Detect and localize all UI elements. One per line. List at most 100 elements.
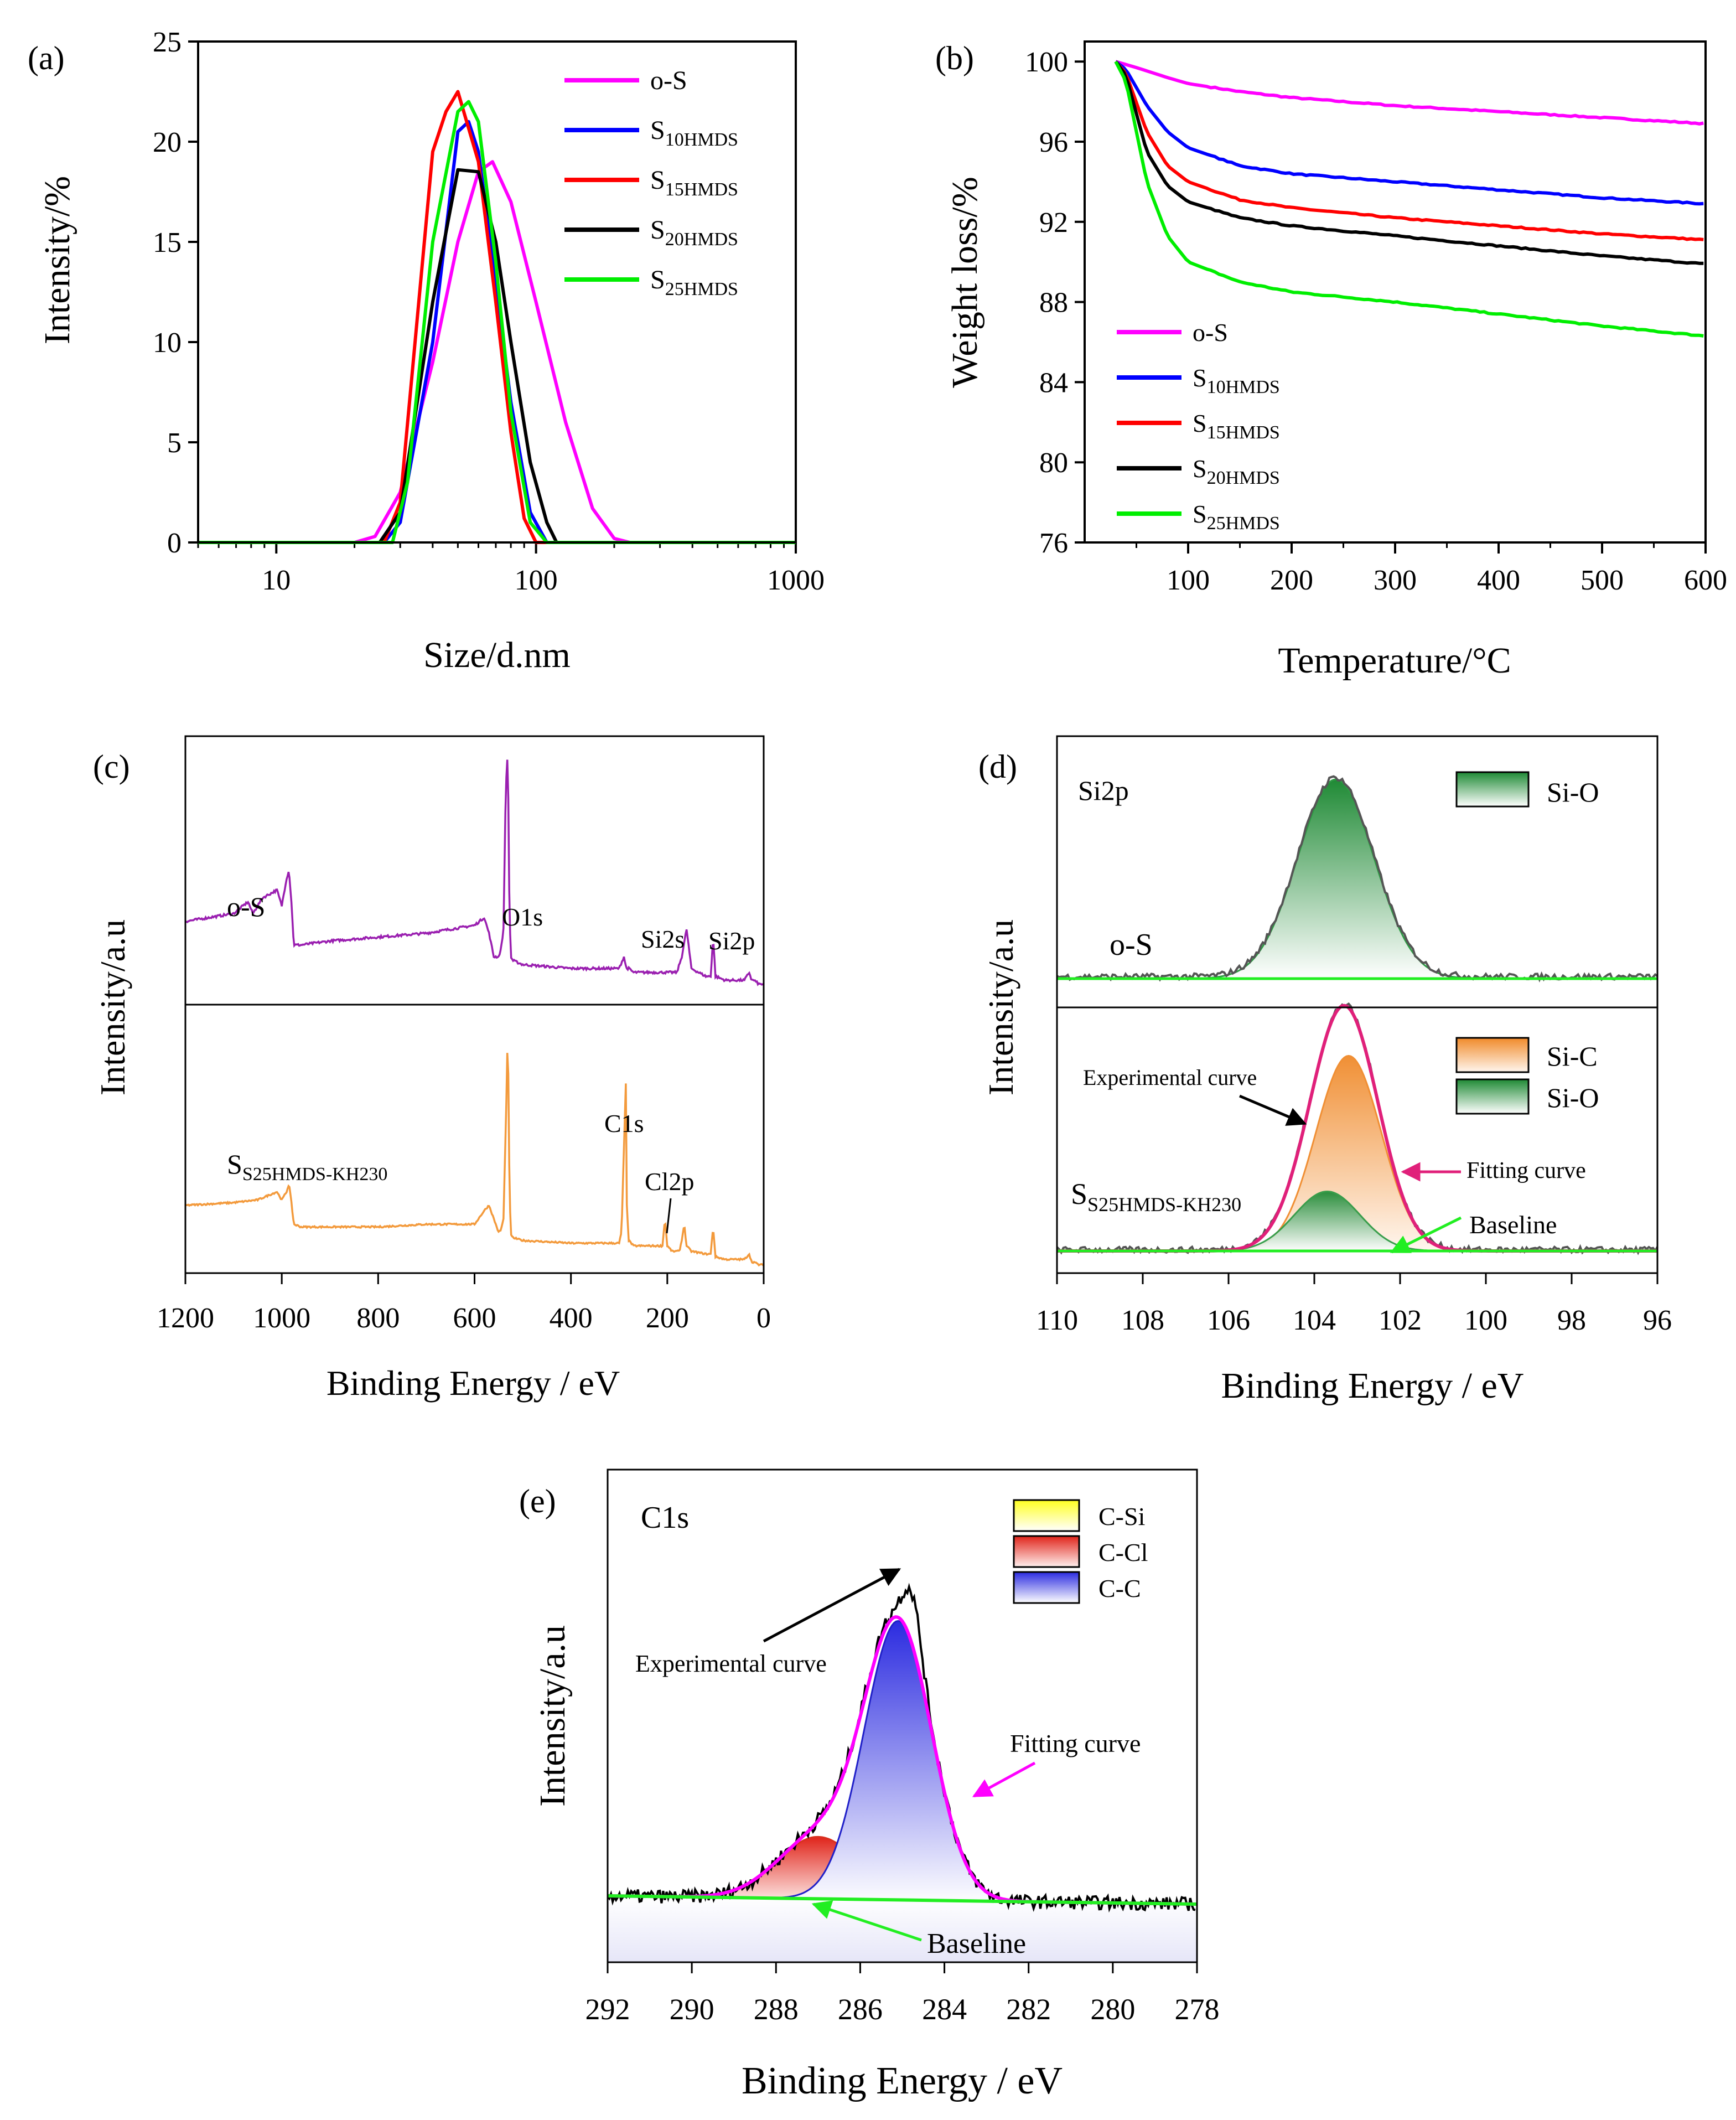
xtick-label: 98 [1557, 1305, 1586, 1336]
xtick-label: 400 [550, 1302, 593, 1334]
xtick-label: 110 [1036, 1305, 1078, 1336]
series-line-S25HMDS [1114, 60, 1704, 338]
panel-e-ylabel: Intensity/a.u [532, 1625, 573, 1807]
series-line-S20HMDS [198, 168, 796, 544]
legend-label: S25HMDS [1193, 500, 1280, 534]
panel-e-label-fitting: Fitting curve [1010, 1729, 1141, 1757]
xtick-label: 200 [646, 1302, 689, 1334]
series-line-S25HMDS [198, 100, 796, 544]
panel-d-legend-sio2-label: Si-O [1547, 1082, 1599, 1113]
ytick-label: 15 [153, 227, 182, 258]
panel-c-label-o1s: O1s [502, 903, 543, 931]
panel-a-xlabel: Size/d.nm [423, 635, 571, 675]
legend-label: S20HMDS [650, 215, 738, 250]
panel-d-s25-sub: S25HMDS-KH230 [1087, 1193, 1241, 1216]
series-line-S15HMDS [1114, 60, 1704, 241]
xtick-label: 400 [1477, 565, 1520, 596]
xtick-label: 300 [1374, 565, 1417, 596]
legend-label: S10HMDS [1193, 364, 1280, 397]
xtick-label: 600 [453, 1302, 496, 1334]
panel-a-series [198, 90, 796, 544]
ytick-label: 80 [1039, 447, 1068, 479]
ytick-label: 25 [153, 27, 182, 58]
legend-subscript: 25HMDS [1207, 513, 1280, 534]
panel-d-legend-sio2-swatch [1455, 1078, 1530, 1115]
xtick-label: 282 [1006, 1993, 1051, 2026]
panel-d-label-os: o-S [1110, 928, 1153, 962]
ytick-label: 92 [1039, 207, 1068, 239]
xtick-label: 106 [1207, 1305, 1250, 1336]
panel-e-xticks: 292 290 288 286 284 282 280 278 [585, 1962, 1220, 2026]
legend-label: S15HMDS [1193, 409, 1280, 443]
legend-label: S10HMDS [650, 116, 738, 150]
xtick-label: 100 [1464, 1305, 1507, 1336]
panel-b-frame [1084, 40, 1707, 544]
panel-d-xlabel: Binding Energy / eV [1221, 1366, 1524, 1406]
panel-c-xticks: 1200 1000 800 600 400 200 0 [157, 1273, 771, 1334]
legend-label: S15HMDS [650, 166, 738, 200]
legend-subscript: 25HMDS [665, 279, 738, 299]
panel-c-xlabel: Binding Energy / eV [327, 1363, 620, 1403]
series-line-S20HMDS [1114, 60, 1704, 265]
panel-a: (a) 0 5 10 15 20 25 10 100 1000 Intensity/% Siz… [28, 27, 825, 675]
panel-b-xticks: 100 200 300 400 500 600 [1136, 542, 1727, 596]
legend-subscript: 10HMDS [665, 130, 738, 150]
baseline-line [607, 1894, 1198, 1906]
ytick-label: 76 [1039, 528, 1068, 559]
xtick-label: 1000 [253, 1302, 310, 1334]
xtick-label: 600 [1684, 565, 1727, 596]
panel-d-legend-sic-label: Si-C [1547, 1041, 1598, 1072]
panel-d-label-experimental: Experimental curve [1083, 1065, 1257, 1090]
xtick-label: 292 [585, 1993, 630, 2026]
panel-c-label-cl2p: Cl2p [645, 1167, 694, 1196]
panel-a-letter: (a) [28, 40, 65, 76]
panel-d-legend-sio-swatch [1455, 771, 1530, 808]
xtick-label: 800 [356, 1302, 400, 1334]
panel-c-cl2p-pointer [666, 1198, 672, 1234]
panel-d-legend-top: Si-O [1455, 771, 1599, 808]
panel-d: (d) 110 108 106 104 102 100 98 96 Si2p o-S Si-O… [978, 735, 1672, 1406]
below-baseline-shade [608, 1896, 1197, 1962]
ytick-label: 100 [1025, 46, 1068, 78]
xtick-label: 286 [838, 1993, 883, 2026]
panel-d-series [1056, 775, 1659, 1255]
panel-a-ylabel: Intensity/% [37, 176, 77, 344]
panel-e-baseline-arrow [811, 1900, 922, 1942]
panel-b-ylabel: Weight loss/% [945, 177, 985, 388]
legend-label: o-S [1193, 318, 1228, 347]
xtick-label: 100 [1167, 565, 1210, 596]
panel-e-legend-cc-label: C-C [1098, 1574, 1141, 1602]
panel-a-yticks: 0 5 10 15 20 25 [153, 27, 198, 559]
ytick-label: 84 [1039, 367, 1068, 399]
panel-e: (e) 292 290 288 286 284 282 280 278 C1s C-Si C-… [519, 1469, 1220, 2102]
panel-e-experimental-arrow [763, 1568, 901, 1643]
panel-c-ylabel: Intensity/a.u [93, 919, 132, 1095]
series-line-o-S [185, 759, 765, 986]
xtick-label: 102 [1379, 1305, 1422, 1336]
panel-c-label-si2s: Si2s [641, 925, 685, 953]
panel-e-label-baseline: Baseline [927, 1928, 1026, 1959]
panel-e-legend: C-Si C-Cl C-C [1013, 1499, 1148, 1604]
legend-subscript: 20HMDS [1207, 468, 1280, 488]
panel-c: (c) 1200 1000 800 600 400 200 0 O1s o-S Si2s S… [93, 735, 771, 1403]
xtick-label: 1000 [767, 565, 825, 596]
panel-e-frame [607, 1469, 1198, 1963]
panel-c-label-c1s: C1s [604, 1109, 644, 1137]
panel-d-baseline-arrow [1390, 1216, 1462, 1254]
legend-subscript: 10HMDS [1207, 377, 1280, 397]
series-line-S25HMDS-KH230 [185, 1053, 765, 1267]
xtick-label: 108 [1121, 1305, 1164, 1336]
xtick-label: 280 [1090, 1993, 1135, 2026]
xtick-label: 104 [1293, 1305, 1336, 1336]
legend-label: o-S [650, 66, 687, 95]
panel-e-label-c1s: C1s [641, 1501, 689, 1535]
panel-e-xlabel: Binding Energy / eV [742, 2060, 1063, 2102]
panel-e-fitting-arrow [972, 1761, 1036, 1798]
panel-b-yticks: 76 80 84 88 92 96 100 [1025, 46, 1085, 559]
panel-d-xticks: 110 108 106 104 102 100 98 96 [1036, 1273, 1672, 1336]
legend-subscript: 20HMDS [665, 229, 738, 250]
panel-d-legend-sio-label: Si-O [1547, 777, 1599, 808]
ytick-label: 20 [153, 127, 182, 158]
series-line-S10HMDS [1115, 60, 1704, 206]
